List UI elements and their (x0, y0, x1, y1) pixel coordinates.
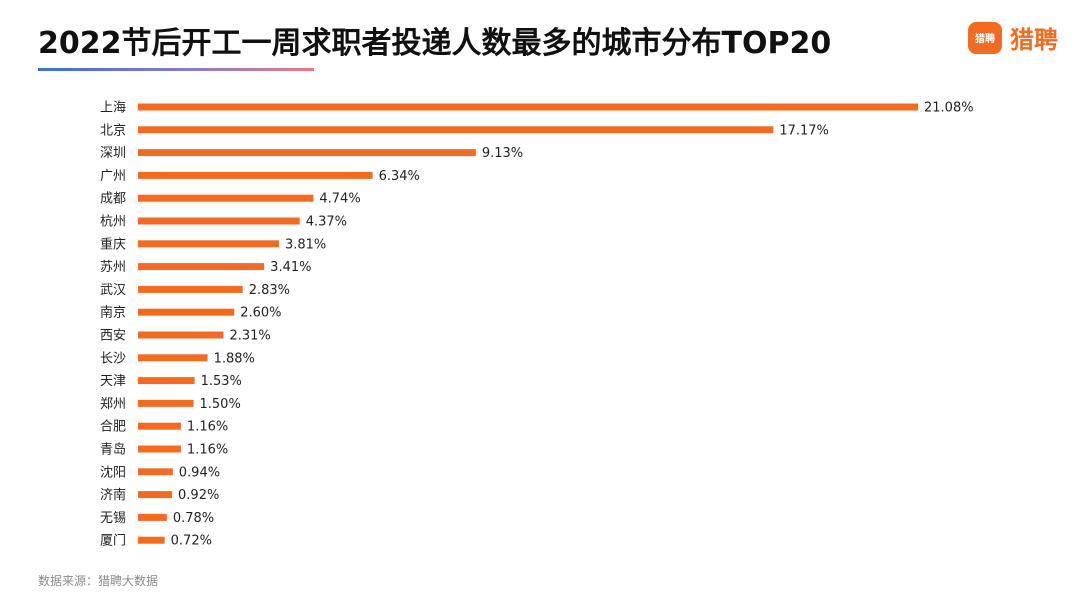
data-label: 4.37% (306, 215, 347, 230)
data-label: 0.92% (178, 488, 219, 503)
category-label: 武汉 (100, 283, 126, 298)
bar (138, 513, 167, 521)
data-label: 3.41% (270, 260, 311, 275)
bar (138, 308, 235, 316)
data-label: 6.34% (379, 169, 420, 184)
bar (138, 468, 173, 476)
category-label: 沈阳 (100, 465, 126, 480)
category-label: 北京 (100, 123, 126, 138)
bar (138, 491, 173, 499)
category-label: 南京 (100, 305, 126, 321)
bar (138, 103, 918, 111)
title-underline (38, 68, 314, 71)
bar (138, 171, 373, 179)
data-label: 1.88% (214, 351, 255, 366)
bar (138, 354, 208, 362)
bar (138, 126, 774, 134)
bar (138, 445, 181, 453)
bar (138, 399, 194, 407)
data-label: 0.94% (179, 465, 220, 480)
data-label: 9.13% (482, 146, 523, 161)
data-label: 21.08% (924, 101, 974, 116)
data-label: 2.60% (240, 306, 281, 321)
bar (138, 263, 265, 271)
category-label: 青岛 (100, 442, 126, 458)
speech-bubble-icon: 猎聘 (968, 21, 1002, 54)
bar (138, 194, 314, 202)
data-label: 17.17% (779, 123, 829, 138)
category-label: 深圳 (100, 146, 126, 161)
data-label: 0.78% (173, 511, 214, 526)
bar (138, 422, 181, 430)
category-label: 杭州 (100, 215, 126, 230)
data-source-note: 数据来源：猎聘大数据 (38, 574, 159, 588)
bar (138, 240, 279, 248)
category-label: 上海 (100, 101, 126, 116)
category-label: 无锡 (100, 511, 126, 526)
data-label: 1.16% (187, 420, 228, 435)
chart-title: 2022节后开工一周求职者投递人数最多的城市分布TOP20 (38, 26, 832, 61)
category-label: 西安 (100, 329, 126, 344)
category-label: 长沙 (100, 351, 126, 366)
data-label: 1.50% (200, 397, 241, 412)
bar (138, 149, 476, 157)
brand-logo: 猎聘 猎聘 (968, 20, 1058, 55)
data-label: 1.53% (201, 374, 242, 389)
category-label: 重庆 (100, 236, 126, 252)
data-label: 4.74% (319, 192, 360, 207)
bar (138, 331, 224, 339)
category-label: 广州 (100, 169, 126, 184)
data-label: 0.72% (171, 534, 212, 549)
brand-name: 猎聘 (1010, 26, 1058, 54)
bar (138, 285, 243, 293)
data-label: 3.81% (285, 237, 326, 252)
data-label: 1.16% (187, 443, 228, 458)
category-label: 济南 (100, 487, 126, 503)
category-label: 合肥 (100, 420, 126, 435)
category-label: 天津 (100, 374, 126, 389)
category-label: 成都 (100, 192, 126, 207)
category-label: 苏州 (100, 259, 126, 275)
data-label: 2.83% (249, 283, 290, 298)
bar (138, 536, 165, 544)
category-label: 厦门 (100, 534, 126, 549)
bar (138, 377, 195, 385)
bar (138, 217, 300, 225)
data-label: 2.31% (229, 329, 270, 344)
category-label: 郑州 (100, 397, 126, 412)
